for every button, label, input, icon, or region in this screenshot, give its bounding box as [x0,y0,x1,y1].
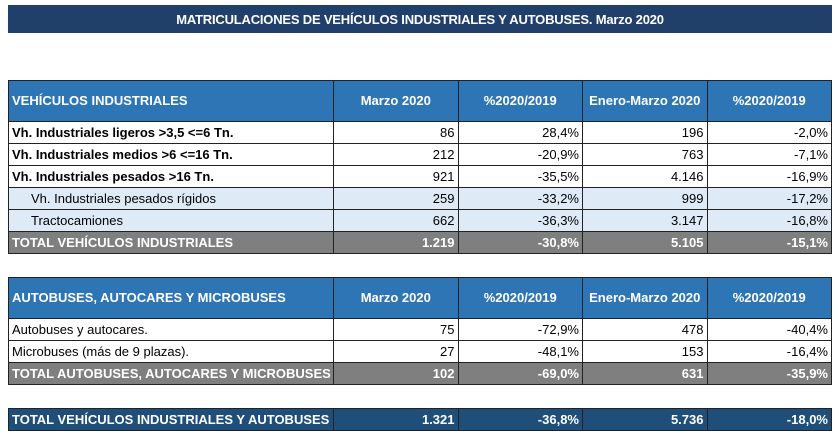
cell: -7,1% [706,143,832,166]
cell: 3.147 [582,209,708,232]
cell: -35,9% [706,362,832,385]
col-header: Marzo 2020 [333,80,459,122]
cell: -30,8% [457,231,583,254]
industrial-table: VEHÍCULOS INDUSTRIALES Marzo 2020 %2020/… [8,80,832,254]
cell: 4.146 [582,165,708,188]
col-header: Enero-Marzo 2020 [582,80,708,122]
cell: 153 [582,340,708,363]
cell: -16,8% [706,209,832,232]
table-row: Vh. Industriales medios >6 <=16 Tn. 212 -2… [8,143,832,166]
total-row: TOTAL AUTOBUSES, AUTOCARES Y MICROBUSES 1… [8,362,832,385]
table-row: Tractocamiones 662 -36,3% 3.147 -16,8% [8,209,832,232]
col-header: Marzo 2020 [333,277,459,319]
col-header: Enero-Marzo 2020 [582,277,708,319]
cell: 196 [582,121,708,144]
cell: -36,8% [457,408,583,431]
row-label: TOTAL VEHÍCULOS INDUSTRIALES [8,231,334,254]
cell: -40,4% [706,318,832,341]
col-header: %2020/2019 [706,277,832,319]
cell: -72,9% [457,318,583,341]
col-header: %2020/2019 [457,80,583,122]
cell: -16,9% [706,165,832,188]
cell: -17,2% [706,187,832,210]
cell: 86 [333,121,459,144]
cell: 75 [333,318,459,341]
cell: -48,1% [457,340,583,363]
cell: 5.736 [582,408,708,431]
cell: -36,3% [457,209,583,232]
cell: 921 [333,165,459,188]
cell: -20,9% [457,143,583,166]
cell: -69,0% [457,362,583,385]
table-row: Microbuses (más de 9 plazas). 27 -48,1% 153… [8,340,832,363]
row-label: TOTAL AUTOBUSES, AUTOCARES Y MICROBUSES [8,362,334,385]
cell: 28,4% [457,121,583,144]
col-header: %2020/2019 [457,277,583,319]
cell: -16,4% [706,340,832,363]
col-header: %2020/2019 [706,80,832,122]
row-label: Vh. Industriales pesados >16 Tn. [8,165,334,188]
row-label: Vh. Industriales pesados rígidos [8,187,334,210]
cell: 999 [582,187,708,210]
row-label: Vh. Industriales medios >6 <=16 Tn. [8,143,334,166]
row-label: Vh. Industriales ligeros >3,5 <=6 Tn. [8,121,334,144]
row-label: Tractocamiones [8,209,334,232]
report-title: MATRICULACIONES DE VEHÍCULOS INDUSTRIALE… [8,5,832,33]
table-row: Vh. Industriales ligeros >3,5 <=6 Tn. 86 2… [8,121,832,144]
table-row: Vh. Industriales pesados >16 Tn. 921 -35,5… [8,165,832,188]
row-label: Microbuses (más de 9 plazas). [8,340,334,363]
table-header: VEHÍCULOS INDUSTRIALES Marzo 2020 %2020/… [8,80,832,122]
table-row: Vh. Industriales pesados rígidos 259 -33,2… [8,187,832,210]
row-label: TOTAL VEHÍCULOS INDUSTRIALES Y AUTOBUSES [8,408,334,431]
cell: 259 [333,187,459,210]
cell: 478 [582,318,708,341]
grand-total-table: TOTAL VEHÍCULOS INDUSTRIALES Y AUTOBUSES… [8,408,832,431]
buses-table: AUTOBUSES, AUTOCARES Y MICROBUSES Marzo … [8,277,832,385]
cell: 102 [333,362,459,385]
cell: -15,1% [706,231,832,254]
cell: -35,5% [457,165,583,188]
row-label: Autobuses y autocares. [8,318,334,341]
cell: 631 [582,362,708,385]
total-row: TOTAL VEHÍCULOS INDUSTRIALES 1.219 -30,8% 5… [8,231,832,254]
cell: 1.219 [333,231,459,254]
cell: 763 [582,143,708,166]
cell: -2,0% [706,121,832,144]
cell: -18,0% [706,408,832,431]
cell: 5.105 [582,231,708,254]
cell: 212 [333,143,459,166]
cell: 27 [333,340,459,363]
grand-total-row: TOTAL VEHÍCULOS INDUSTRIALES Y AUTOBUSES… [8,408,832,431]
cell: 1.321 [333,408,459,431]
cell: -33,2% [457,187,583,210]
section-header: VEHÍCULOS INDUSTRIALES [8,80,334,122]
section-header: AUTOBUSES, AUTOCARES Y MICROBUSES [8,277,334,319]
table-header: AUTOBUSES, AUTOCARES Y MICROBUSES Marzo … [8,277,832,319]
cell: 662 [333,209,459,232]
table-row: Autobuses y autocares. 75 -72,9% 478 -40,4% [8,318,832,341]
